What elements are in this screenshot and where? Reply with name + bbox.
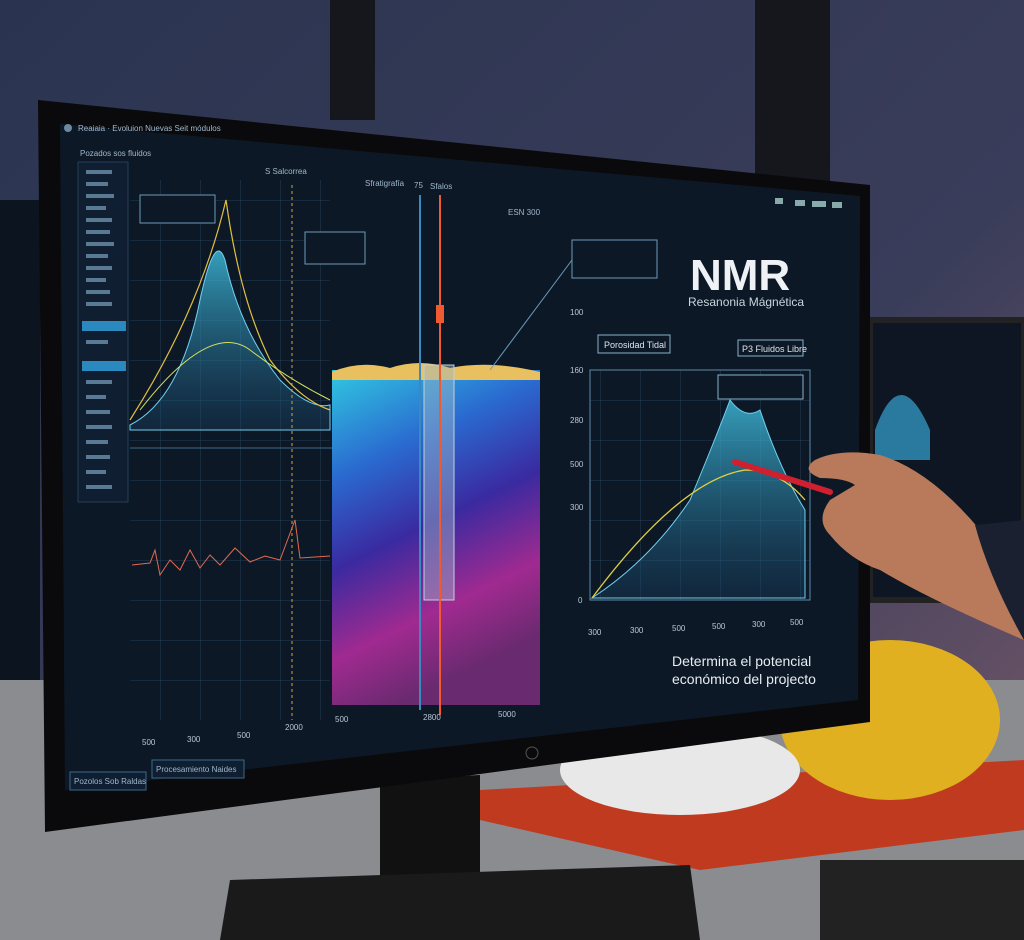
core-label: Sfratigrafía — [365, 179, 405, 188]
right-peak — [590, 398, 806, 599]
core-label: Sfalos — [430, 182, 452, 191]
x-tick-label: 2000 — [285, 723, 303, 732]
x-tick-label: 500 — [335, 715, 349, 724]
x-tick-label: 300 — [187, 735, 201, 744]
y-tick-label: 280 — [570, 416, 584, 425]
footer-button[interactable] — [69, 771, 147, 791]
monitor-base — [220, 865, 700, 940]
mousepad — [820, 860, 1024, 940]
annotation-box — [304, 231, 366, 265]
right-curve — [591, 469, 806, 599]
side-monitor — [0, 200, 40, 680]
annotation-box — [139, 194, 216, 224]
x-tick-label: 300 — [752, 620, 766, 629]
window-frame — [330, 0, 375, 120]
window-frame — [755, 0, 830, 190]
left-chart-label: S Salcorrea — [265, 167, 307, 176]
power-button — [525, 746, 539, 760]
trace — [131, 519, 331, 577]
x-tick-label: 500 — [142, 738, 156, 747]
x-tick-label: 500 — [712, 622, 726, 631]
subtitle: Resanonia Mágnética — [688, 295, 804, 309]
core-corner-label: ESN 300 — [508, 208, 541, 217]
caption: Determina el potencial — [672, 653, 811, 669]
sidebar-title: Pozados sos fluidos — [80, 149, 151, 158]
caption: económico del projecto — [672, 671, 816, 687]
core-label: 75 — [414, 181, 423, 190]
x-tick-label: 300 — [588, 628, 602, 637]
y-tick-label: 500 — [570, 460, 584, 469]
x-tick-label: 500 — [672, 624, 686, 633]
x-tick-label: 300 — [630, 626, 644, 635]
y-tick-label: 100 — [570, 308, 584, 317]
core-top — [332, 363, 540, 380]
core-image — [332, 370, 540, 705]
x-tick-label: 5000 — [498, 710, 516, 719]
legend-box — [597, 334, 671, 354]
logo — [64, 124, 72, 132]
breadcrumb: Reaiaia · Evoluion Nuevas Seit módulos — [78, 124, 221, 133]
footer-button-label: Procesamiento Naides — [156, 765, 236, 774]
left-curve — [139, 342, 331, 411]
annotation-box — [717, 374, 804, 400]
y-tick-label: 300 — [570, 503, 584, 512]
left-curve — [129, 199, 331, 421]
footer-button-label: Pozolos Sob Raldas — [74, 777, 146, 786]
x-tick-label: 2800 — [423, 713, 441, 722]
footer-button[interactable] — [151, 759, 245, 779]
legend-box — [737, 339, 804, 357]
left-grid — [130, 180, 330, 720]
sleeve — [975, 520, 1024, 640]
leader-line — [489, 259, 573, 371]
y-tick-label: 160 — [570, 366, 584, 375]
legend-label: Porosidad Tidal — [604, 340, 666, 350]
x-tick-label: 500 — [790, 618, 804, 627]
pen — [732, 459, 833, 495]
sidebar — [77, 161, 129, 503]
main-title: NMR — [690, 251, 790, 300]
depth-marker — [436, 305, 444, 323]
y-tick-label: 0 — [578, 596, 583, 605]
monitor-stand — [380, 775, 480, 880]
window-controls — [775, 198, 842, 208]
sidebar-items — [82, 170, 126, 489]
legend-label: P3 Fluidos Libre — [742, 344, 807, 354]
annotation-box — [571, 239, 658, 279]
side-chart — [875, 395, 930, 460]
hand — [808, 452, 1024, 640]
x-tick-label: 500 — [237, 731, 251, 740]
